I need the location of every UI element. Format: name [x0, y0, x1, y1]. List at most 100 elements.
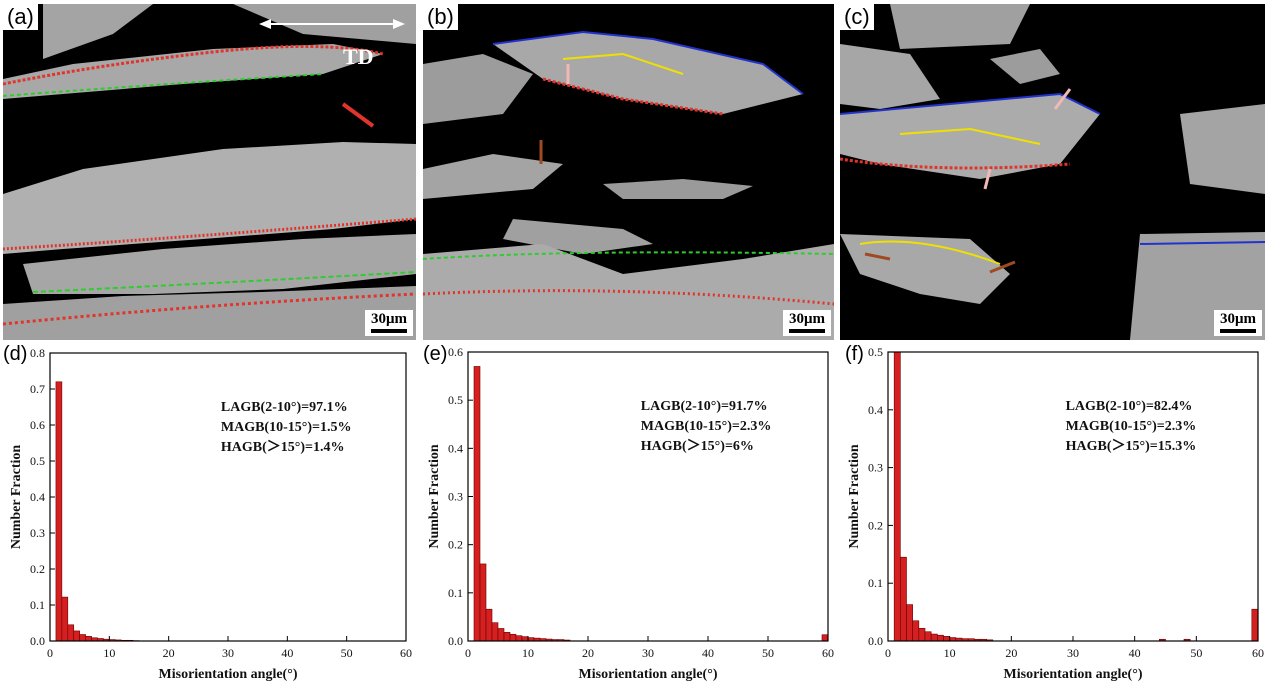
y-tick-label: 0.2 [30, 562, 45, 576]
histogram-bar [930, 633, 938, 642]
x-tick-label: 50 [341, 646, 353, 660]
histogram-bar [943, 636, 950, 642]
micrograph-b: (b) 30μm [423, 4, 834, 340]
histogram-bar [918, 627, 926, 642]
micrograph-c: (c) 30μm [840, 4, 1265, 340]
x-tick-label: 50 [1190, 646, 1202, 660]
histogram-bar [893, 351, 901, 642]
histogram-bar [509, 633, 517, 642]
x-tick-label: 20 [1005, 646, 1017, 660]
chart-svg: 0 10 20 30 40 50 60 0.0 0.1 0.2 0.3 0.4 0.5 Misorient… [847, 345, 1264, 682]
histogram-bar [79, 634, 86, 642]
x-axis-label: Misorientation angle(°) [1004, 667, 1143, 682]
micrograph-a: (a) TD 30μm [3, 4, 416, 340]
y-tick-label: 0.3 [448, 490, 463, 504]
x-tick-label: 60 [1252, 646, 1264, 660]
histogram-bar [485, 608, 493, 642]
micrograph-b-image [423, 30, 834, 340]
y-tick-label: 0.6 [30, 418, 45, 432]
histogram-bar [55, 381, 63, 642]
plot-frame [887, 351, 1259, 642]
plot-frame [49, 352, 407, 642]
y-tick-label: 0.4 [30, 490, 45, 504]
scale-bar-c: 30μm [1214, 310, 1262, 336]
td-label: TD [343, 44, 374, 69]
histogram-bar [61, 596, 69, 642]
y-axis-label: Number Fraction [427, 444, 442, 549]
x-tick-label: 10 [944, 646, 956, 660]
chart-svg: 0 10 20 30 40 50 60 0.0 0.1 0.2 0.3 0.4 0.5 0.6 0.7 0.8… [9, 346, 412, 682]
y-tick-label: 0.6 [448, 345, 463, 359]
histogram-bar [503, 632, 511, 642]
boundary-stat-label: MAGB(10-15°)=1.5% [221, 420, 352, 435]
y-tick-label: 0.3 [868, 461, 883, 475]
chart-svg: 0 10 20 30 40 50 60 0.0 0.1 0.2 0.3 0.4 0.5 0.6 Misori… [427, 345, 834, 682]
x-tick-label: 0 [47, 646, 53, 660]
boundary-stat-label: HAGB(＞15°)=1.4% [221, 440, 345, 455]
boundary-stat-label: LAGB(2-10°)=91.7% [641, 399, 768, 414]
chart-d-panel-label: (d) [3, 343, 28, 365]
micrograph-a-image [3, 4, 416, 340]
y-tick-label: 0.5 [30, 454, 45, 468]
scale-bar-b: 30μm [783, 310, 831, 336]
chart-e: 0 10 20 30 40 50 60 0.0 0.1 0.2 0.3 0.4 0.5 0.6 Misori… [420, 345, 840, 688]
y-tick-label: 0.1 [868, 576, 883, 590]
y-tick-label: 0.5 [868, 345, 883, 359]
histogram-bar [67, 624, 75, 642]
x-axis-label: Misorientation angle(°) [579, 667, 718, 682]
histogram-bar [479, 563, 487, 642]
histogram-bar [521, 636, 529, 642]
boundary-stat-label: MAGB(10-15°)=2.3% [1066, 419, 1197, 434]
x-tick-label: 10 [522, 646, 534, 660]
chart-e-panel-label: (e) [423, 343, 448, 365]
x-tick-label: 60 [822, 646, 834, 660]
boundary-stat-label: MAGB(10-15°)=2.3% [641, 419, 772, 434]
x-tick-label: 60 [400, 646, 412, 660]
y-tick-label: 0.2 [448, 538, 463, 552]
x-tick-label: 0 [885, 646, 891, 660]
histogram-bar [912, 620, 920, 642]
scale-bar-c-text: 30μm [1220, 311, 1256, 327]
x-tick-label: 0 [465, 646, 471, 660]
micrograph-a-label: (a) [3, 4, 38, 30]
histogram-bar [924, 631, 932, 642]
y-axis-label: Number Fraction [9, 445, 24, 550]
boundary-stat-label: LAGB(2-10°)=82.4% [1066, 399, 1193, 414]
x-tick-label: 40 [281, 646, 293, 660]
chart-d: 0 10 20 30 40 50 60 0.0 0.1 0.2 0.3 0.4 0.5 0.6 0.7 0.8… [0, 345, 420, 688]
micrograph-c-label: (c) [840, 4, 874, 30]
histogram-bar [85, 636, 92, 642]
y-tick-label: 0.0 [448, 634, 463, 648]
histogram-bar [497, 628, 505, 642]
x-tick-label: 40 [1129, 646, 1141, 660]
y-tick-label: 0.0 [868, 634, 883, 648]
y-tick-label: 0.3 [30, 526, 45, 540]
histogram-bar [491, 622, 499, 642]
boundary-stat-label: HAGB(＞15°)=15.3% [1066, 439, 1197, 454]
x-tick-label: 30 [642, 646, 654, 660]
x-tick-label: 20 [163, 646, 175, 660]
y-tick-label: 0.4 [868, 403, 883, 417]
y-tick-label: 0.4 [448, 441, 463, 455]
y-axis-label: Number Fraction [847, 444, 862, 549]
x-tick-label: 40 [702, 646, 714, 660]
histogram-bar [473, 366, 481, 642]
histogram-bar [1251, 608, 1259, 642]
x-tick-label: 20 [582, 646, 594, 660]
boundary-stat-label: LAGB(2-10°)=97.1% [221, 400, 348, 415]
y-tick-label: 0.8 [30, 346, 45, 360]
histogram-bar [821, 634, 829, 642]
x-tick-label: 30 [1067, 646, 1079, 660]
x-tick-label: 30 [222, 646, 234, 660]
y-tick-label: 0.2 [868, 518, 883, 532]
boundary-stat-label: HAGB(＞15°)=6% [641, 439, 754, 454]
x-tick-label: 10 [103, 646, 115, 660]
histogram-bar [900, 556, 907, 642]
y-tick-label: 0.1 [448, 586, 463, 600]
scale-bar-a-text: 30μm [371, 311, 407, 327]
plot-frame [467, 351, 829, 642]
td-double-arrow-icon [259, 19, 405, 29]
y-tick-label: 0.0 [30, 634, 45, 648]
chart-f: 0 10 20 30 40 50 60 0.0 0.1 0.2 0.3 0.4 0.5 Misorient… [840, 345, 1265, 688]
histogram-bar [73, 630, 80, 642]
